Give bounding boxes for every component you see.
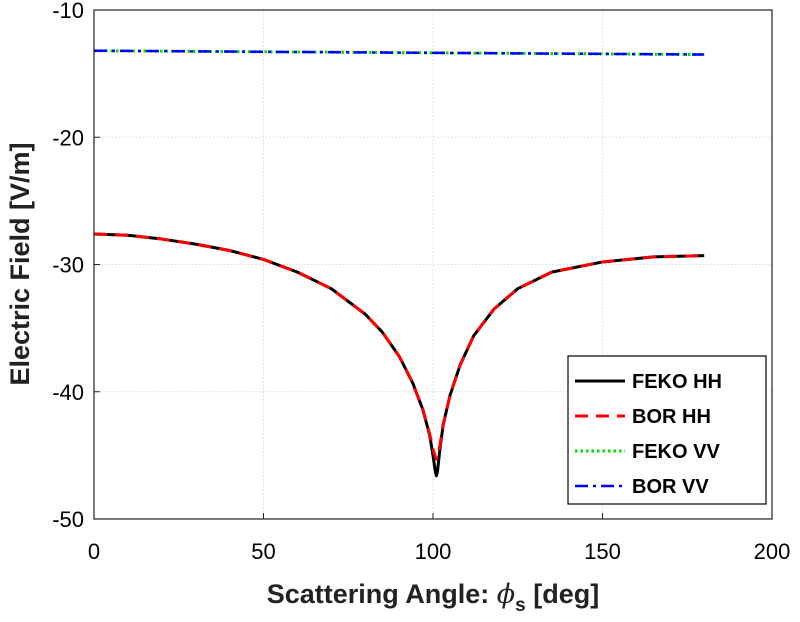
- y-tick-label: -40: [52, 380, 84, 405]
- series-line-bor-hh: [93, 232, 705, 461]
- x-axis-ticks: 0 50 100 150 200: [88, 513, 790, 564]
- legend-label: BOR HH: [632, 406, 711, 428]
- series-layer: [93, 49, 705, 478]
- x-tick-label: 0: [88, 539, 100, 564]
- legend: FEKO HH BOR HH FEKO VV BOR VV: [567, 355, 767, 505]
- y-tick-label: -50: [52, 507, 84, 532]
- x-tick-label: 200: [754, 539, 791, 564]
- x-tick-label: 50: [251, 539, 275, 564]
- y-axis-ticks: -50 -40 -30 -20 -10: [52, 0, 100, 532]
- x-tick-label: 150: [584, 539, 621, 564]
- y-axis-title: Electric Field [V/m]: [5, 142, 35, 385]
- legend-label: FEKO HH: [632, 371, 722, 393]
- x-axis-title: Scattering Angle: ϕs [deg]: [267, 579, 600, 616]
- legend-label: FEKO VV: [632, 441, 720, 463]
- x-tick-label: 100: [415, 539, 452, 564]
- y-tick-label: -20: [52, 125, 84, 150]
- y-tick-label: -30: [52, 253, 84, 278]
- series-line-feko-hh: [93, 232, 705, 478]
- legend-label: BOR VV: [632, 476, 709, 498]
- y-tick-label: -10: [52, 0, 84, 23]
- series-line-bor-vv: [93, 49, 705, 56]
